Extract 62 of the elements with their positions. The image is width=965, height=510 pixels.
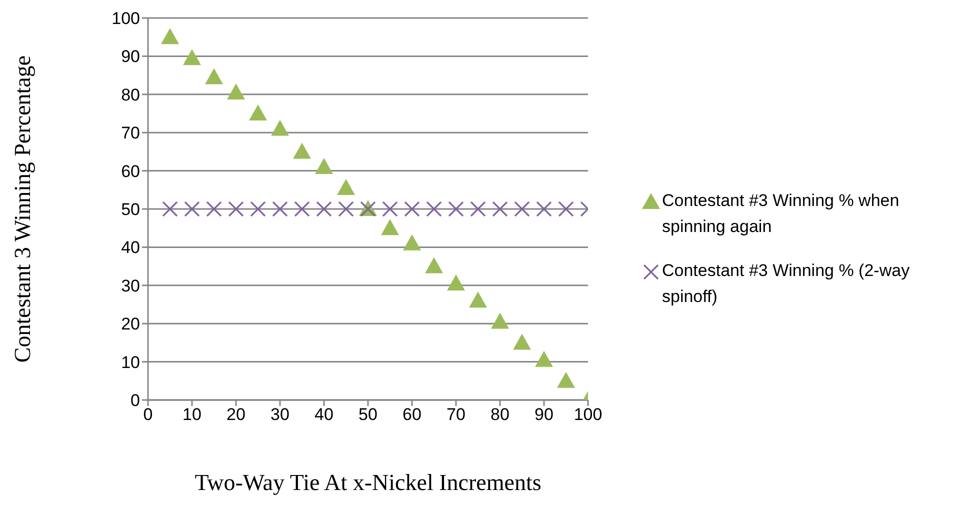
point bbox=[469, 292, 487, 308]
y-tick-label: 100 bbox=[112, 9, 140, 28]
point bbox=[338, 201, 354, 217]
point bbox=[404, 201, 420, 217]
point bbox=[293, 142, 311, 159]
point bbox=[228, 201, 244, 217]
point bbox=[162, 201, 178, 217]
x-tick-label: 50 bbox=[358, 405, 378, 424]
x-tick-label: 100 bbox=[574, 405, 602, 424]
point bbox=[272, 201, 288, 217]
legend-label: Contestant #3 Winning % (2-way spinoff) bbox=[662, 260, 911, 308]
x-axis-title: Two-Way Tie At x-Nickel Increments bbox=[194, 470, 542, 495]
point bbox=[184, 201, 200, 217]
point bbox=[535, 350, 553, 367]
point bbox=[227, 83, 245, 100]
y-axis-title: Contestant 3 Winning Percentage bbox=[10, 55, 36, 363]
x-tick-label: 60 bbox=[402, 405, 422, 424]
point bbox=[249, 104, 267, 120]
x-tick-label: 40 bbox=[314, 405, 334, 424]
point bbox=[425, 257, 443, 274]
y-tick-label: 80 bbox=[121, 85, 140, 104]
y-tick-label: 90 bbox=[121, 47, 140, 66]
point bbox=[557, 372, 575, 388]
point bbox=[294, 201, 310, 217]
point bbox=[382, 201, 398, 217]
point bbox=[315, 158, 333, 174]
y-tick-label: 20 bbox=[121, 314, 140, 334]
point bbox=[381, 219, 399, 236]
point bbox=[513, 334, 531, 350]
point bbox=[161, 28, 179, 44]
point bbox=[337, 178, 355, 195]
x-tick-label: 0 bbox=[143, 405, 153, 424]
point bbox=[492, 201, 508, 217]
y-tick-label: 30 bbox=[121, 276, 140, 296]
point bbox=[491, 312, 509, 329]
y-tick-label: 70 bbox=[121, 124, 140, 143]
point bbox=[250, 201, 266, 217]
point bbox=[183, 49, 201, 66]
point bbox=[514, 201, 530, 217]
point bbox=[271, 120, 289, 136]
y-tick-label: 0 bbox=[130, 391, 140, 410]
point bbox=[316, 201, 332, 217]
x-tick-label: 70 bbox=[446, 405, 466, 424]
point bbox=[426, 201, 442, 217]
point bbox=[470, 201, 486, 217]
x-tick-label: 30 bbox=[270, 405, 290, 424]
point bbox=[206, 201, 222, 217]
point bbox=[448, 201, 464, 217]
point bbox=[558, 201, 574, 217]
y-tick-label: 40 bbox=[121, 238, 140, 258]
legend-label: Contestant #3 Winning % when spinning again bbox=[662, 190, 900, 238]
point bbox=[447, 274, 465, 290]
x-tick-label: 10 bbox=[182, 405, 202, 424]
x-tick-label: 20 bbox=[226, 405, 246, 424]
y-tick-label: 60 bbox=[121, 162, 140, 181]
x-tick-label: 90 bbox=[534, 405, 554, 424]
point bbox=[536, 201, 552, 217]
y-tick-label: 50 bbox=[121, 200, 140, 220]
point bbox=[403, 234, 421, 250]
x-tick-label: 80 bbox=[490, 405, 510, 424]
point bbox=[205, 68, 223, 84]
y-tick-label: 10 bbox=[121, 352, 140, 372]
